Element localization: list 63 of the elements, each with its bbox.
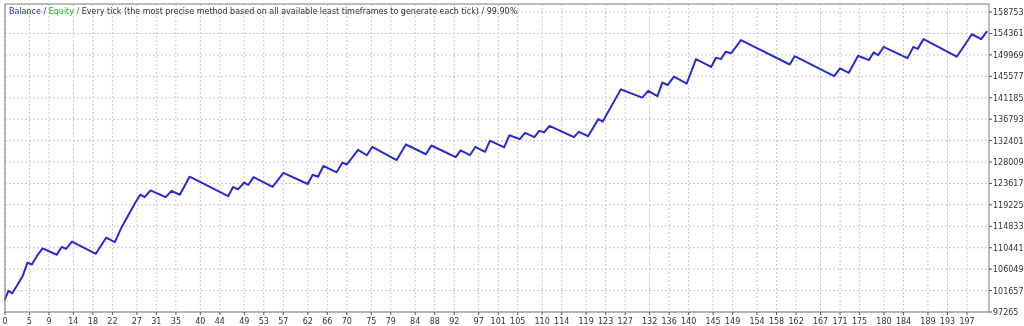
y-tick-label: 145577 — [993, 72, 1024, 82]
x-tick-label: 49 — [239, 317, 250, 326]
x-tick-label: 40 — [195, 317, 206, 326]
x-tick-label: 44 — [214, 317, 225, 326]
y-tick-label: 106049 — [993, 265, 1024, 275]
x-tick-label: 18 — [87, 317, 98, 326]
x-tick-label: 145 — [705, 317, 721, 326]
x-tick-label: 35 — [170, 317, 182, 326]
x-tick-label: 31 — [151, 317, 162, 326]
y-tick-label: 97265 — [993, 308, 1019, 317]
x-tick-label: 92 — [449, 317, 460, 326]
x-tick-label: 127 — [617, 317, 633, 326]
x-tick-label: 97 — [473, 317, 484, 326]
x-tick-label: 27 — [131, 317, 142, 326]
x-tick-label: 0 — [2, 317, 8, 326]
y-tick-label: 101657 — [993, 286, 1024, 296]
y-tick-label: 119225 — [993, 200, 1024, 210]
x-tick-label: 193 — [939, 317, 956, 326]
x-tick-label: 154 — [749, 317, 765, 326]
y-tick-label: 110441 — [993, 243, 1024, 253]
x-tick-label: 140 — [681, 317, 697, 326]
x-tick-label: 189 — [920, 317, 936, 326]
line-series — [4, 30, 988, 301]
x-tick-label: 79 — [385, 317, 396, 326]
y-tick-label: 141185 — [993, 93, 1024, 103]
y-tick-label: 132401 — [993, 136, 1024, 146]
x-tick-label: 136 — [661, 317, 677, 326]
x-tick-label: 132 — [641, 317, 658, 326]
x-tick-label: 22 — [107, 317, 118, 326]
x-tick-label: 105 — [510, 317, 526, 326]
x-tick-label: 88 — [429, 317, 440, 326]
x-tick-label: 114 — [554, 317, 570, 326]
x-tick-label: 9 — [46, 317, 52, 326]
chart-title: Balance / Equity / Every tick (the most precise method based on all available least timeframes to generate each tick) / 99.90% — [9, 7, 518, 16]
y-tick-label: 158753 — [993, 8, 1024, 18]
x-tick-label: 119 — [578, 317, 594, 326]
x-tick-label: 123 — [598, 317, 614, 326]
x-tick-label: 162 — [788, 317, 804, 326]
x-tick-label: 180 — [876, 317, 892, 326]
x-tick-label: 62 — [302, 317, 313, 326]
x-tick-label: 167 — [812, 317, 829, 326]
x-tick-label: 184 — [895, 317, 912, 326]
x-tick-label: 175 — [851, 317, 868, 326]
y-tick-label: 123617 — [993, 179, 1024, 189]
y-tick-label: 136793 — [993, 115, 1024, 125]
x-tick-label: 158 — [768, 317, 785, 326]
x-tick-label: 171 — [832, 317, 848, 326]
x-tick-label: 197 — [959, 317, 975, 326]
x-tick-label: 110 — [534, 317, 550, 326]
x-tick-label: 70 — [341, 317, 352, 326]
y-tick-label: 154361 — [993, 29, 1024, 39]
x-tick-label: 149 — [724, 317, 741, 326]
x-tick-label: 57 — [278, 317, 289, 326]
x-tick-label: 5 — [26, 317, 32, 326]
y-tick-label: 128009 — [993, 158, 1024, 168]
y-tick-label: 149969 — [993, 50, 1024, 60]
x-tick-label: 66 — [322, 317, 333, 326]
x-tick-label: 14 — [68, 317, 79, 326]
y-tick-label: 114833 — [993, 222, 1024, 232]
x-tick-label: 53 — [258, 317, 269, 326]
x-tick-label: 84 — [410, 317, 421, 326]
x-tick-label: 75 — [366, 317, 377, 326]
x-tick-label: 101 — [490, 317, 506, 326]
